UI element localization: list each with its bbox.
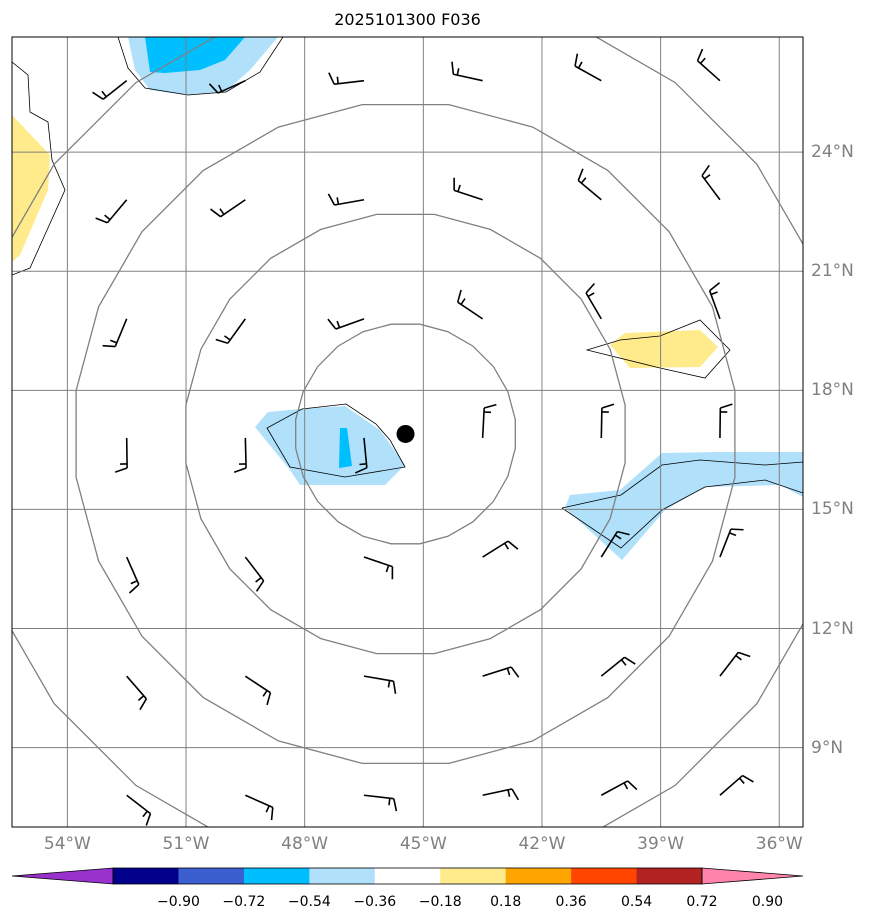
map-plot (11, 36, 804, 828)
longitude-label: 54°W (43, 834, 91, 854)
colorbar-cell (505, 868, 572, 884)
colorbar-cell (440, 868, 507, 884)
wind-barb (600, 780, 638, 796)
colorbar-cell (113, 868, 179, 884)
range-rings (12, 37, 803, 827)
latitude-label: 21°N (811, 261, 854, 282)
colorbar-tick-label: 0.90 (751, 894, 784, 910)
wind-barb (574, 53, 602, 82)
wind-barb (696, 48, 721, 82)
colorbar-cell (309, 868, 376, 884)
colorbar-tick-label: −0.18 (418, 894, 462, 910)
wind-barb (585, 282, 602, 320)
wind-barb (719, 651, 751, 677)
wind-barb (215, 318, 246, 344)
wind-barb (328, 72, 365, 85)
graticule (12, 37, 803, 827)
wind-barbs (92, 48, 754, 826)
shaded-fields (12, 37, 803, 560)
wind-barb (102, 318, 128, 348)
colorbar-tick-label: −0.36 (353, 894, 397, 910)
wind-barb (114, 437, 128, 473)
wind-barb (453, 177, 483, 201)
wind-barb (701, 164, 721, 201)
latitude-label: 18°N (811, 380, 854, 401)
latitude-label: 9°N (811, 737, 844, 758)
contour-lines (12, 37, 803, 549)
wind-barb (719, 403, 733, 438)
colorbar-outline (112, 867, 703, 885)
wind-barb (481, 403, 497, 438)
colorbar-cell (243, 868, 310, 884)
wind-barb (600, 530, 630, 558)
wind-barb (354, 437, 368, 474)
colorbar-cell (571, 868, 638, 884)
longitude-label: 36°W (755, 834, 803, 854)
wind-barb (451, 61, 483, 82)
colorbar-tick-label: −0.72 (222, 894, 266, 910)
neg-fill-east (565, 452, 803, 560)
wind-barb (244, 675, 272, 706)
longitude-label: 39°W (637, 834, 685, 854)
wind-barb (327, 318, 365, 330)
wind-barb (233, 437, 247, 473)
colorbar-extend-low (11, 867, 114, 885)
wind-barb (482, 788, 520, 801)
wind-barb (125, 556, 140, 594)
wind-barb (456, 289, 484, 320)
colorbar-tick-label: 0.72 (686, 894, 718, 910)
range-ring (295, 323, 516, 545)
wind-barb (210, 199, 246, 218)
colorbar-tick-label: 0.54 (620, 894, 653, 910)
wind-barb (600, 403, 615, 438)
wind-barb (482, 540, 519, 558)
wind-barb (208, 79, 246, 94)
wind-barb (244, 556, 265, 592)
colorbar-tick-label: −0.54 (287, 894, 331, 910)
longitude-label: 45°W (399, 834, 447, 854)
wind-barb (708, 282, 721, 320)
pos-fill-east (610, 330, 718, 368)
colorbar-tick-label: −0.90 (156, 894, 200, 910)
range-ring (12, 37, 803, 827)
wind-barb (327, 193, 365, 206)
map-frame (11, 36, 804, 828)
wind-barb (126, 794, 152, 826)
neg-fill-center (255, 406, 405, 485)
longitude-label: 51°W (162, 834, 210, 854)
wind-barb (95, 199, 128, 224)
colorbar (11, 867, 804, 885)
latitude-label: 15°N (811, 499, 854, 520)
map-title: 2025101300 F036 (334, 10, 481, 29)
wind-barb (363, 675, 397, 694)
wind-barb (600, 656, 636, 677)
wind-barb (363, 794, 398, 812)
wind-barb (92, 80, 128, 100)
pos-fill-west (12, 115, 50, 262)
colorbar-tick-label: 0.36 (555, 894, 587, 910)
colorbar-cell (374, 868, 441, 884)
storm-center-marker (396, 424, 415, 443)
longitude-label: 48°W (281, 834, 329, 854)
wind-barb (577, 168, 602, 201)
range-ring (75, 103, 736, 765)
neg-fill-center-core (339, 428, 352, 468)
wind-barb (719, 528, 744, 558)
wind-barb (363, 556, 394, 580)
colorbar-cell (178, 868, 245, 884)
longitude-label: 42°W (518, 834, 566, 854)
wind-barb (482, 666, 520, 678)
latitude-label: 24°N (811, 142, 854, 163)
colorbar-cells (11, 867, 804, 885)
neg-fill-north-core (145, 37, 245, 73)
colorbar-extend-high (701, 867, 804, 885)
colorbar-tick-label: 0.18 (490, 894, 522, 910)
wind-barb (245, 794, 274, 821)
wind-barb (126, 675, 148, 711)
range-ring (185, 213, 626, 655)
map-content (12, 37, 803, 827)
latitude-label: 12°N (811, 618, 854, 639)
wind-barb (719, 774, 754, 796)
colorbar-cell (636, 868, 703, 884)
